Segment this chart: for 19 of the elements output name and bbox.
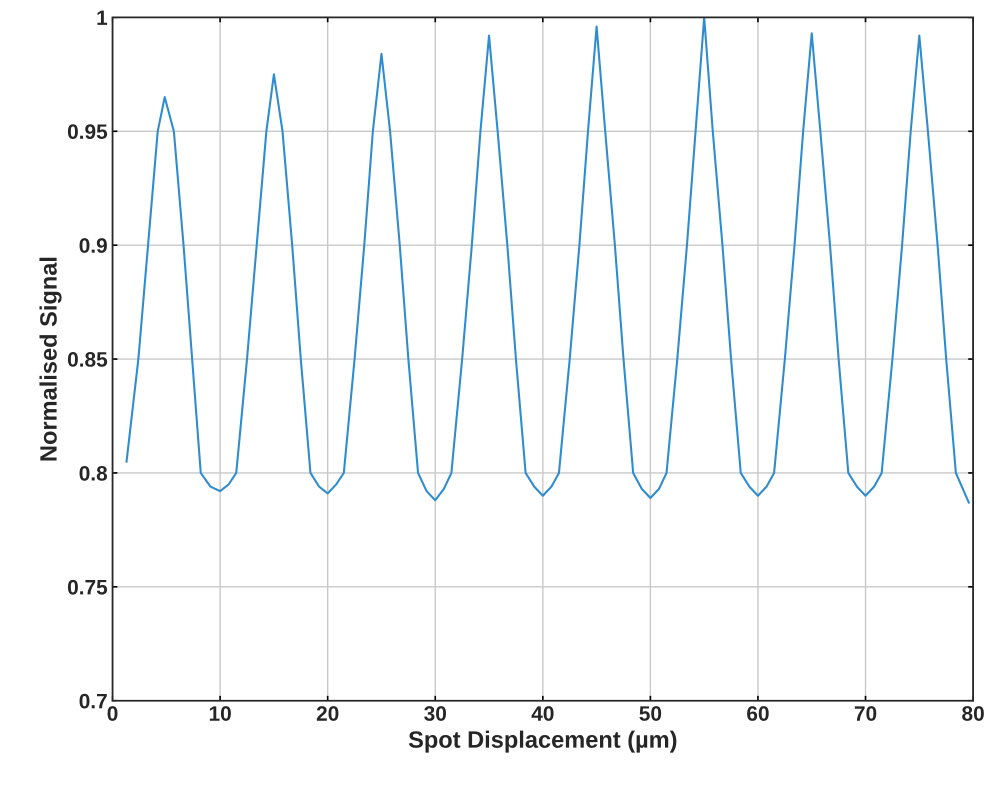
y-axis-title: Normalised Signal (39, 258, 62, 460)
x-tick-label: 10 (210, 706, 231, 721)
x-tick-label: 30 (424, 706, 446, 721)
y-tick-label: 0.75 (68, 580, 108, 595)
x-tick-label: 50 (639, 706, 662, 721)
y-tick-label: 0.85 (68, 352, 108, 367)
y-tick-label: 1 (97, 10, 108, 25)
x-tick-label: 40 (532, 706, 554, 721)
y-tick-label: 0.9 (80, 238, 107, 253)
x-tick-label: 70 (854, 706, 876, 721)
x-tick-label: 0 (108, 706, 118, 721)
x-axis-title: Spot Displacement (µm) (408, 730, 676, 753)
x-tick-label: 60 (747, 706, 769, 721)
x-tick-label: 80 (962, 706, 984, 721)
x-tick-label: 20 (316, 706, 338, 721)
y-tick-label: 0.95 (68, 124, 108, 140)
y-tick-label: 0.8 (80, 466, 108, 481)
line-series (125, 17, 970, 504)
y-tick-label: 0.7 (80, 694, 107, 708)
